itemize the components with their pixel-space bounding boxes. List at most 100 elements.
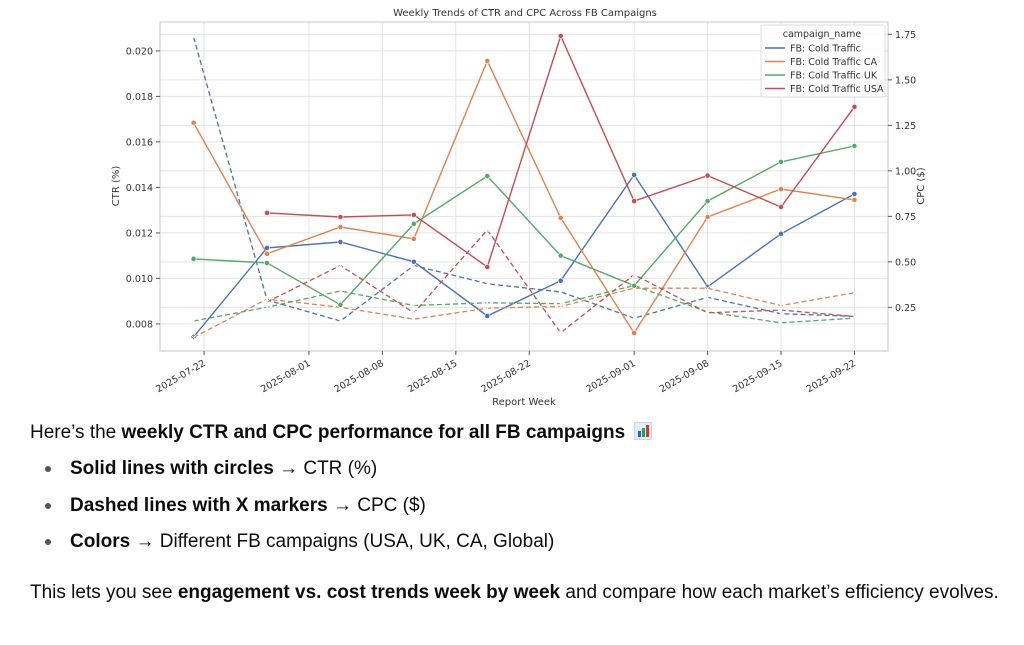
legend-entry: FB: Cold Traffic UK [790, 71, 878, 82]
ctr-point [264, 260, 270, 266]
legend-entry: FB: Cold Traffic [790, 44, 861, 55]
cpc-point [705, 310, 710, 316]
ctr-point [410, 235, 417, 242]
y-tick-label-left: 0.016 [126, 137, 153, 148]
intro-prefix: Here’s the [30, 422, 122, 443]
y-tick-label-right: 1.25 [895, 121, 916, 132]
cpc-point [631, 272, 637, 277]
ctr-point [557, 32, 564, 39]
cpc-point [558, 330, 563, 336]
y-tick-label-left: 0.018 [126, 92, 153, 103]
ctr-point [484, 173, 491, 179]
ctr-point [190, 119, 197, 126]
cpc-point [558, 289, 563, 295]
cpc-line [192, 36, 855, 322]
cpc-point [778, 303, 784, 308]
ctr-point [704, 172, 711, 179]
ctr-point [704, 198, 711, 204]
x-tick-label: 2025-09-01 [584, 358, 637, 395]
ctr-point [190, 255, 197, 262]
ctr-point [704, 214, 711, 220]
ctr-point [631, 171, 638, 178]
cpc-point [411, 316, 417, 322]
ctr-point [410, 258, 417, 265]
summary-bold: engagement vs. cost trends week by week [177, 582, 561, 603]
y-tick-label-right: 1.75 [895, 30, 916, 41]
legend-entry: FB: Cold Traffic USA [790, 84, 884, 95]
ctr-cpc-chart: Weekly Trends of CTR and CPC Across FB C… [111, 8, 927, 408]
cpc-point [852, 314, 857, 319]
x-tick-label: 2025-09-08 [658, 358, 711, 395]
bullet-icon [45, 502, 51, 509]
bar-chart-icon [634, 422, 653, 440]
cpc-point [485, 300, 490, 306]
x-tick-label: 2025-07-22 [154, 358, 207, 395]
cpc-point [411, 303, 417, 308]
cpc-point [485, 305, 490, 311]
x-tick-label: 2025-08-22 [479, 358, 532, 395]
cpc-point [191, 318, 196, 324]
y-tick-label-left: 0.012 [126, 228, 153, 239]
ctr-point [557, 252, 564, 259]
bullet-icon [45, 539, 51, 545]
ctr-point [557, 214, 564, 221]
cpc-point [778, 320, 784, 326]
ctr-point [778, 159, 784, 165]
cpc-point [264, 305, 270, 310]
legend-explanation-list: Solid lines with circles → CTR (%) Dashe… [30, 456, 554, 566]
ctr-point [484, 58, 491, 64]
y-axis-label-right: CPC ($) [916, 167, 927, 204]
ctr-point [410, 220, 417, 227]
y-tick-label-right: 1.50 [895, 75, 916, 86]
cpc-point [338, 288, 343, 294]
cpc-point [558, 301, 563, 306]
bullet-bold: Colors [70, 531, 131, 552]
bullet-text: → CTR (%) [273, 458, 378, 479]
ctr-point [851, 191, 858, 197]
y-tick-label-right: 0.75 [895, 212, 916, 223]
ctr-point [484, 264, 491, 270]
legend-title: campaign_name [783, 29, 862, 40]
y-tick-label-left: 0.010 [126, 274, 153, 285]
ctr-point [337, 301, 344, 308]
ctr-point [778, 186, 784, 192]
cpc-point [852, 290, 857, 296]
ctr-point [631, 282, 638, 289]
ctr-point [631, 330, 638, 336]
x-axis-label: Report Week [492, 397, 556, 408]
cpc-line [193, 287, 855, 338]
chart-title: Weekly Trends of CTR and CPC Across FB C… [393, 8, 657, 19]
ctr-line [193, 173, 855, 338]
bullet-bold: Dashed lines with X markers [70, 494, 328, 516]
list-item: Solid lines with circles → CTR (%) [30, 456, 554, 493]
ctr-point [337, 239, 344, 245]
x-tick-label: 2025-09-15 [731, 358, 784, 395]
cpc-point [191, 34, 196, 40]
y-tick-label-left: 0.008 [126, 319, 153, 330]
summary-text: This lets you see engagement vs. cost tr… [30, 576, 1020, 609]
ctr-point [557, 277, 564, 284]
ctr-point [851, 143, 858, 149]
ctr-point [484, 313, 491, 319]
intro-bold: weekly CTR and CPC performance for all F… [121, 422, 626, 443]
series-lines [190, 32, 858, 340]
y-tick-label-right: 0.25 [895, 303, 916, 314]
cpc-line [193, 284, 855, 324]
ctr-point [410, 212, 417, 218]
legend: campaign_name FB: Cold Traffic FB: Cold T… [760, 24, 886, 98]
ctr-point [337, 214, 344, 220]
cpc-point [778, 307, 784, 313]
x-tick-label: 2025-08-15 [406, 358, 459, 395]
y-axis-label-left: CTR (%) [111, 166, 122, 207]
cpc-point [411, 310, 417, 316]
legend-entry: FB: Cold Traffic CA [790, 57, 878, 68]
y-tick-label-right: 0.50 [895, 257, 916, 268]
ctr-point [631, 198, 638, 204]
ctr-point [851, 103, 858, 110]
cpc-point [264, 299, 270, 305]
intro-text: Here’s the weekly CTR and CPC performanc… [30, 420, 653, 446]
list-item: Colors → Different FB campaigns (USA, UK… [30, 529, 554, 566]
ctr-point [778, 230, 784, 237]
list-item: Dashed lines with X markers → CPC ($) [30, 493, 554, 530]
y-tick-label-right: 1.00 [895, 166, 916, 177]
